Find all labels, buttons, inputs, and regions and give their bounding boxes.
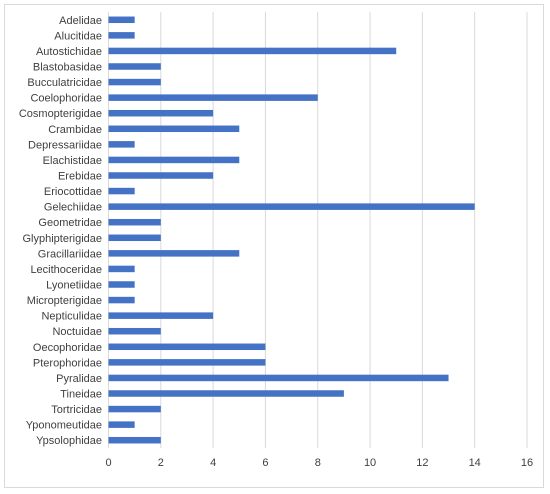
- bar-erebidae: [108, 172, 214, 179]
- bar-ypsolophidae: [108, 436, 161, 444]
- category-label: Lyonetiidae: [46, 280, 102, 292]
- category-label: Coelophoridae: [30, 93, 102, 105]
- category-label: Glyphipterigidae: [23, 233, 103, 245]
- category-label: Geometridae: [38, 217, 102, 229]
- category-label: Noctuidae: [52, 326, 102, 338]
- bar-micropterigidae: [108, 296, 135, 304]
- bar-tineidae: [108, 390, 344, 397]
- bar-glyphipterigidae: [108, 234, 161, 242]
- category-label: Erebidae: [58, 171, 102, 183]
- category-label: Depressariidae: [28, 139, 102, 151]
- bar-eriocottidae: [108, 187, 135, 195]
- category-label: Tortricidae: [51, 404, 102, 416]
- category-label: Tineidae: [60, 389, 102, 401]
- bar-coelophoridae: [108, 94, 318, 101]
- bar-adelidae: [108, 16, 135, 24]
- category-label: Micropterigidae: [27, 295, 102, 307]
- bar-blastobasidae: [108, 63, 161, 70]
- bar-alucitidae: [108, 32, 135, 39]
- bar-pterophoridae: [108, 359, 266, 366]
- bar-tortricidae: [108, 405, 161, 413]
- x-tick-label: 4: [210, 457, 216, 469]
- category-label: Ypsolophidae: [36, 435, 102, 447]
- category-label: Adelidae: [59, 15, 102, 27]
- category-label: Nepticulidae: [41, 311, 102, 323]
- x-tick-label: 0: [105, 457, 111, 469]
- bar-depressariidae: [108, 141, 135, 148]
- bar-nepticulidae: [108, 312, 214, 319]
- bar-bucculatricidae: [108, 78, 161, 86]
- category-label: Eriocottidae: [44, 186, 102, 198]
- bar-noctuidae: [108, 327, 161, 335]
- bar-lecithoceridae: [108, 265, 135, 273]
- x-tick-label: 12: [416, 457, 428, 469]
- category-label: Pterophoridae: [33, 357, 102, 369]
- bar-pyralidae: [108, 374, 449, 382]
- category-label: Crambidae: [48, 124, 102, 136]
- category-label: Lecithoceridae: [30, 264, 102, 276]
- bar-lyonetiidae: [108, 281, 135, 288]
- x-tick-label: 6: [262, 457, 268, 469]
- bar-cosmopterigidae: [108, 109, 214, 117]
- bar-autostichidae: [108, 47, 397, 55]
- bar-elachistidae: [108, 156, 240, 164]
- category-label: Bucculatricidae: [27, 77, 102, 89]
- bar-geometridae: [108, 218, 161, 226]
- x-tick-label: 14: [469, 457, 481, 469]
- category-label: Gelechiidae: [44, 202, 102, 214]
- bar-gracillariidae: [108, 250, 240, 257]
- category-label: Autostichidae: [36, 46, 102, 58]
- x-tick-label: 10: [364, 457, 376, 469]
- x-tick-label: 16: [521, 457, 533, 469]
- bar-gelechiidae: [108, 203, 475, 210]
- x-tick-label: 8: [315, 457, 321, 469]
- category-label: Oecophoridae: [33, 342, 102, 354]
- bar-crambidae: [108, 125, 240, 133]
- category-label: Blastobasidae: [33, 62, 102, 74]
- category-label: Alucitidae: [54, 30, 102, 42]
- bar-oecophoridae: [108, 343, 266, 351]
- category-label: Cosmopterigidae: [19, 108, 102, 120]
- x-tick-label: 2: [158, 457, 164, 469]
- category-label: Pyralidae: [56, 373, 102, 385]
- chart-frame: [4, 4, 544, 488]
- category-label: Yponomeutidae: [26, 420, 102, 432]
- category-label: Elachistidae: [43, 155, 102, 167]
- category-label: Gracillariidae: [38, 248, 102, 260]
- bar-yponomeutidae: [108, 421, 135, 428]
